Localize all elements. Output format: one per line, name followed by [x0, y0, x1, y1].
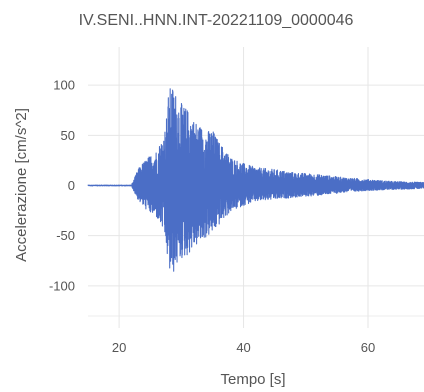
- y-tick-label: -100: [49, 278, 75, 293]
- x-tick-label: 40: [236, 340, 250, 355]
- x-axis-label: Tempo [s]: [220, 371, 285, 388]
- x-tick-label: 20: [112, 340, 126, 355]
- y-tick-label: -50: [56, 228, 75, 243]
- y-tick-label: 0: [68, 178, 75, 193]
- acceleration-trace: [87, 88, 424, 272]
- x-axis-ticks: 20 40 60: [112, 340, 375, 355]
- chart-title: IV.SENI..HNN.INT-20221109_0000046: [79, 12, 354, 29]
- y-axis-ticks: 100 50 0 -50 -100: [49, 78, 75, 294]
- y-axis-label: Accelerazione [cm/s^2]: [13, 108, 30, 262]
- x-tick-label: 60: [361, 340, 375, 355]
- y-tick-label: 100: [53, 78, 75, 93]
- y-tick-label: 50: [61, 128, 75, 143]
